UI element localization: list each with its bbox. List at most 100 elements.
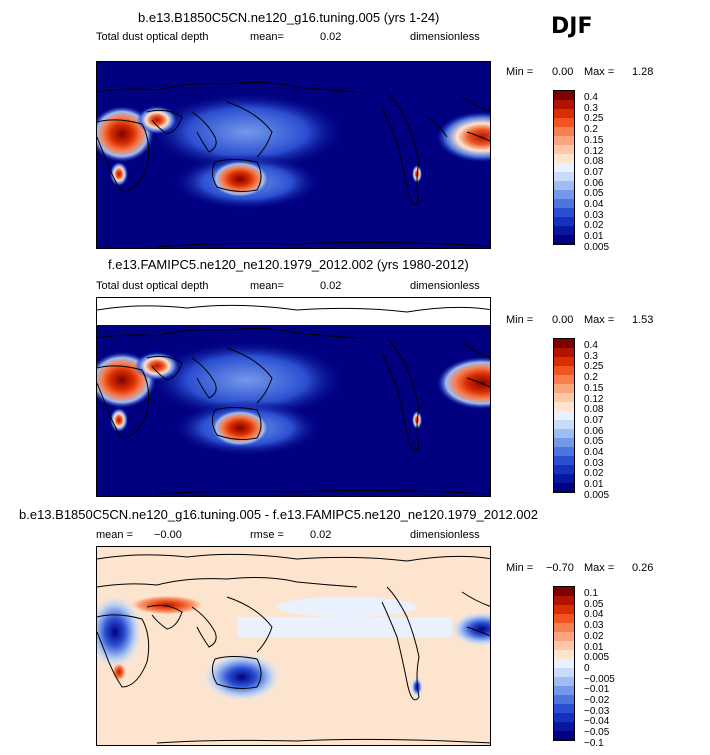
colorbar-swatch [554,659,574,668]
colorbar-swatch [554,650,574,659]
colorbar-tick-label: 0.03 [584,457,604,469]
panel-1-min-label: Min = [506,66,534,78]
panel-2-max-value: 1.53 [632,314,654,326]
colorbar-swatch [554,605,574,614]
colorbar-swatch [554,199,574,208]
colorbar-tick-label: −0.03 [584,705,610,717]
colorbar-swatch [554,438,574,447]
colorbar-swatch [554,127,574,136]
panel-1-max-value: 1.28 [632,66,654,78]
colorbar-tick-label: 0.02 [584,468,604,480]
colorbar-swatch [554,154,574,163]
colorbar-swatch [554,713,574,722]
colorbar-tick-label: 0.03 [584,209,604,221]
colorbar-swatch [554,402,574,411]
colorbar-swatch [554,226,574,235]
colorbar-swatch [554,393,574,402]
colorbar-tick-label: 0.1 [584,588,598,599]
panel-2-mean-value: 0.02 [320,280,342,292]
colorbar-swatch [554,217,574,226]
colorbar-swatch [554,623,574,632]
panel-1-units: dimensionless [410,31,480,43]
colorbar-tick-label: −0.01 [584,684,610,696]
panel-1-min-value: 0.00 [552,66,574,78]
panel-2-units: dimensionless [410,280,480,292]
panel-2-nodata-arctic [97,298,490,325]
colorbar-swatch [554,429,574,438]
panel-2-coastlines [97,304,490,495]
colorbar-swatch [554,483,574,492]
colorbar-swatch [554,641,574,650]
colorbar-tick-label: 0.06 [584,425,604,437]
colorbar-swatch [554,208,574,217]
colorbar-swatch [554,411,574,420]
colorbar-swatch [554,420,574,429]
panel-1-coastlines [97,82,490,248]
colorbar-tick-label: −0.1 [584,737,604,749]
colorbar-swatch [554,190,574,199]
colorbar-tick-label: 0.03 [584,620,604,632]
panel-3-map-svg [97,547,490,745]
colorbar-swatch [554,447,574,456]
colorbar-tick-label: 0.02 [584,630,604,642]
colorbar-tick-label: 0.05 [584,188,604,200]
panel-2-map-svg [97,298,490,496]
colorbar-tick-label: 0.3 [584,350,598,362]
panel-2-title: f.e13.FAMIPC5.ne120_ne120.1979_2012.002 … [108,257,469,272]
colorbar-tick-label: 0.005 [584,652,610,664]
colorbar-tick-label: 0.005 [584,241,610,253]
panel-3-max-value: 0.26 [632,562,654,574]
colorbar-swatch [554,348,574,357]
colorbar-swatch [554,722,574,731]
panel-3-max-label: Max = [584,562,615,574]
colorbar-tick-label: 0.12 [584,393,604,405]
colorbar-tick-label: 0.12 [584,145,604,157]
panel-1-max-label: Max = [584,66,615,78]
colorbar-tick-label: 0.05 [584,436,604,448]
colorbar-tick-label: 0.04 [584,199,604,211]
colorbar-tick-label: 0.2 [584,372,598,384]
colorbar-tick-label: 0.005 [584,489,610,501]
panel-3-mean-value: −0.00 [154,529,182,541]
panel-3-neg-atlantic [450,611,490,647]
panel-3-mean-label: mean = [96,529,133,541]
panel-1-hotspot-atlantic [437,112,490,162]
panel-3-pos-safrica [112,663,126,681]
colorbar-tick-label: 0.04 [584,447,604,459]
panel-3-units: dimensionless [410,529,480,541]
colorbar-swatch [554,136,574,145]
colorbar-swatch [554,118,574,127]
colorbar-tick-label: 0.4 [584,340,598,351]
panel-2-hotspot-arabia [135,352,179,380]
panel-1-mean-label: mean= [250,31,284,43]
colorbar-tick-label: 0.15 [584,134,604,146]
panel-3-colorbar [553,586,575,741]
colorbar-tick-label: 0.25 [584,113,604,125]
colorbar-tick-label: 0.07 [584,166,604,178]
colorbar-tick-label: 0.06 [584,177,604,189]
panel-2-variable: Total dust optical depth [96,280,209,292]
panel-1-hotspot-safrica [110,162,128,186]
colorbar-swatch [554,109,574,118]
colorbar-tick-label: 0.25 [584,361,604,373]
colorbar-swatch [554,596,574,605]
colorbar-swatch [554,474,574,483]
colorbar-swatch [554,172,574,181]
panel-3-min-label: Min = [506,562,534,574]
panel-2-min-value: 0.00 [552,314,574,326]
panel-2-map [96,297,491,497]
panel-1-title: b.e13.B1850C5CN.ne120_g16.tuning.005 (yr… [138,10,440,25]
colorbar-tick-label: −0.05 [584,727,610,739]
panel-3-eq-band [237,617,452,637]
panel-2-colorbar [553,338,575,493]
panel-2-hotspot-atlantic [437,357,490,409]
panel-3-pos-mediterranean [129,595,205,615]
colorbar-swatch [554,366,574,375]
colorbar-tick-label: 0.15 [584,382,604,394]
panel-1-mean-value: 0.02 [320,31,342,43]
colorbar-swatch [554,100,574,109]
colorbar-swatch [554,731,574,740]
colorbar-tick-label: 0.3 [584,102,598,114]
season-label: DJF [551,14,593,39]
colorbar-swatch [554,235,574,244]
